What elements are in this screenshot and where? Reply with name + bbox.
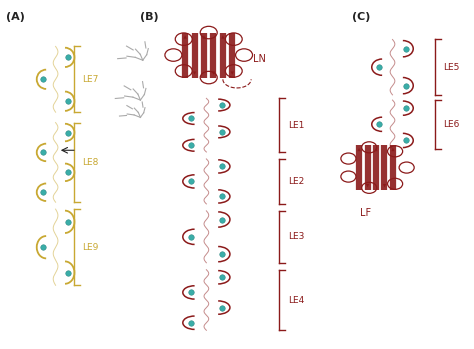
Point (187, 142, 195, 148)
Point (402, 138, 410, 143)
Text: (B): (B) (140, 12, 159, 22)
Text: LE2: LE2 (288, 177, 304, 186)
Text: (C): (C) (353, 12, 371, 22)
Point (218, 164, 226, 169)
Point (187, 290, 195, 295)
Point (402, 46, 410, 52)
Point (64, 130, 72, 135)
Text: LE8: LE8 (82, 158, 99, 167)
Point (218, 305, 226, 310)
Text: LF: LF (360, 208, 372, 217)
Point (187, 179, 195, 184)
Point (39, 244, 47, 250)
Text: LE7: LE7 (82, 75, 99, 84)
Point (39, 150, 47, 155)
Point (64, 98, 72, 104)
Point (218, 251, 226, 257)
Text: LE3: LE3 (288, 232, 304, 241)
Text: LE5: LE5 (443, 63, 460, 72)
Point (218, 217, 226, 222)
Text: LN: LN (254, 53, 266, 64)
Point (218, 275, 226, 280)
Point (64, 54, 72, 60)
Point (402, 105, 410, 111)
Point (64, 219, 72, 225)
Point (402, 83, 410, 88)
Point (187, 116, 195, 121)
Point (218, 194, 226, 199)
Text: LE4: LE4 (288, 296, 304, 305)
Point (39, 76, 47, 82)
Text: LE9: LE9 (82, 243, 99, 252)
Point (187, 320, 195, 326)
Point (375, 64, 383, 70)
Text: LE1: LE1 (288, 121, 304, 130)
Point (375, 121, 383, 127)
Point (64, 270, 72, 275)
Point (218, 102, 226, 108)
Text: LE6: LE6 (443, 120, 460, 129)
Point (64, 170, 72, 175)
Point (39, 190, 47, 195)
Text: (A): (A) (6, 12, 25, 22)
Point (187, 234, 195, 240)
Point (218, 129, 226, 135)
